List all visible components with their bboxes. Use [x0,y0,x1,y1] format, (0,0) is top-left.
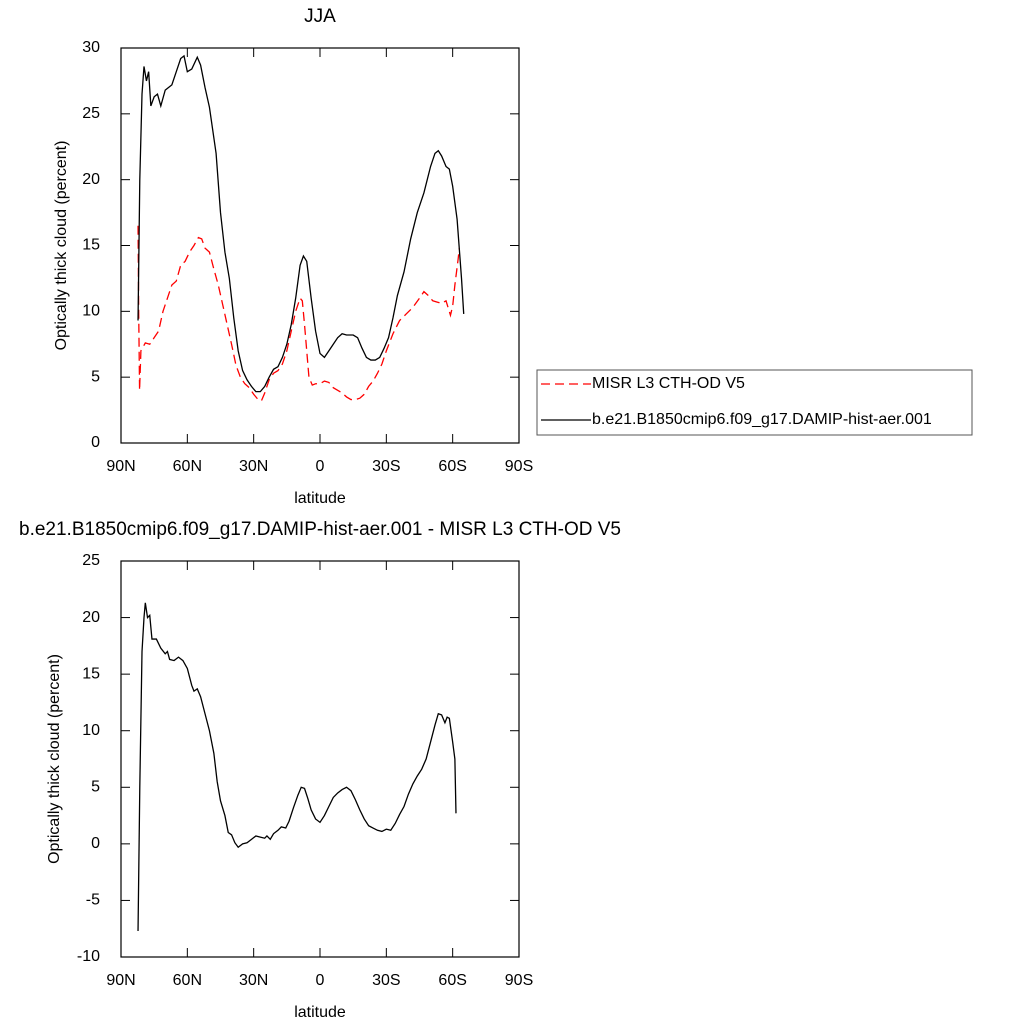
y-tick-label: -10 [77,948,100,965]
y-tick-label: 5 [91,779,100,796]
x-tick-label: 90N [106,972,135,989]
x-tick-label: 90S [505,458,533,475]
y-tick-label: 20 [82,171,100,188]
y-axis-label: Optically thick cloud (percent) [46,654,63,864]
x-tick-label: 60S [438,972,466,989]
data-line [137,602,457,931]
x-tick-label: 0 [316,972,325,989]
y-tick-label: 25 [82,552,100,569]
y-tick-label: 30 [82,39,100,56]
x-tick-label: 90S [505,972,533,989]
x-tick-label: 30N [239,458,268,475]
chart-title: b.e21.B1850cmip6.f09_g17.DAMIP-hist-aer.… [19,519,621,540]
data-line [137,54,465,393]
x-tick-label: 30S [372,458,400,475]
x-axis-label: latitude [294,490,346,507]
y-axis-label: Optically thick cloud (percent) [53,141,70,351]
y-tick-label: 15 [82,237,100,254]
y-tick-label: 0 [91,835,100,852]
legend-label: b.e21.B1850cmip6.f09_g17.DAMIP-hist-aer.… [592,411,932,428]
legend-box [536,369,973,436]
y-tick-label: 15 [82,665,100,682]
legend: MISR L3 CTH-OD V5 b.e21.B1850cmip6.f09_g1… [536,369,973,436]
x-tick-label: 60N [173,972,202,989]
y-tick-label: 10 [82,722,100,739]
y-tick-label: 10 [82,303,100,320]
data-line [137,225,460,402]
x-tick-label: 60S [438,458,466,475]
y-tick-label: -5 [86,892,100,909]
y-tick-label: 0 [91,434,100,451]
x-tick-label: 30S [372,972,400,989]
x-tick-label: 90N [106,458,135,475]
legend-label: MISR L3 CTH-OD V5 [592,375,745,392]
y-tick-label: 20 [82,609,100,626]
x-axis-label: latitude [294,1004,346,1021]
x-tick-label: 30N [239,972,268,989]
y-tick-label: 25 [82,105,100,122]
y-tick-label: 5 [91,368,100,385]
x-tick-label: 60N [173,458,202,475]
plot-frame [120,47,520,444]
x-tick-label: 0 [316,458,325,475]
plot-frame [120,560,520,958]
chart-title: JJA [304,6,336,27]
